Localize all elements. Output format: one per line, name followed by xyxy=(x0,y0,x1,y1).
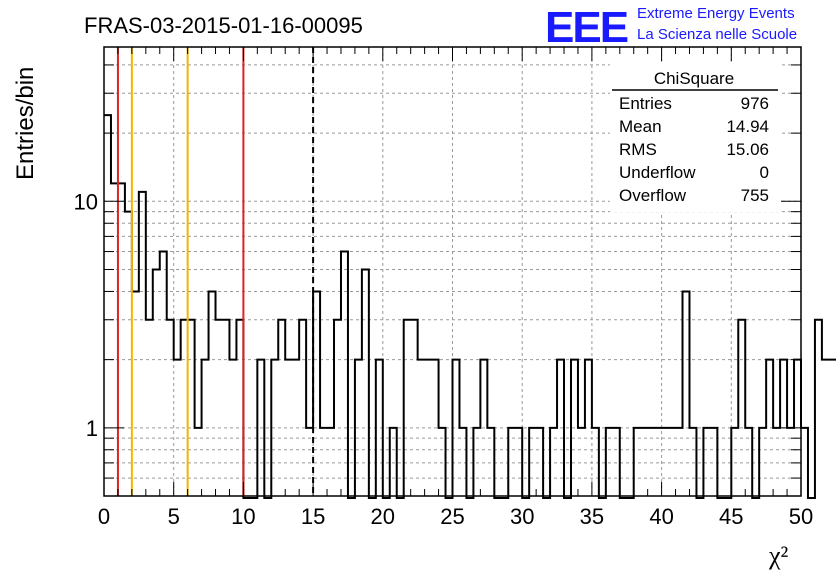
stats-label-entries: Entries xyxy=(619,94,672,113)
histogram-bin xyxy=(738,320,745,496)
eee-logo: EEE xyxy=(545,3,628,52)
stats-value-entries: 976 xyxy=(741,94,769,113)
stats-box-background xyxy=(610,62,780,212)
histogram-bin xyxy=(829,360,836,496)
stats-value-mean: 14.94 xyxy=(726,117,769,136)
chart-title: FRAS-03-2015-01-16-00095 xyxy=(84,13,363,38)
x-tick-label: 25 xyxy=(440,504,464,529)
axes-layer: 0 5 10 15 20 25 30 35 40 45 50 1 10 xyxy=(74,46,813,529)
histogram-bin xyxy=(188,320,195,496)
stats-title: ChiSquare xyxy=(654,69,734,88)
x-tick-label: 50 xyxy=(789,504,813,529)
y-tick-label: 1 xyxy=(86,416,98,441)
stats-value-overflow: 755 xyxy=(741,186,769,205)
histogram-bin xyxy=(236,320,243,496)
stats-box: ChiSquare Entries 976 Mean 14.94 RMS 15.… xyxy=(610,62,780,212)
stats-label-mean: Mean xyxy=(619,117,662,136)
x-tick-label: 30 xyxy=(510,504,534,529)
histogram-bin xyxy=(132,291,139,496)
histogram-bin xyxy=(822,360,829,496)
histogram-bin xyxy=(334,320,341,496)
x-axis-label: χ² xyxy=(768,541,789,570)
histogram-bin xyxy=(181,320,188,496)
histogram-bin xyxy=(216,320,223,496)
stats-value-underflow: 0 xyxy=(760,163,769,182)
histogram-bin xyxy=(404,320,411,496)
x-tick-label: 35 xyxy=(580,504,604,529)
histogram-bin xyxy=(683,291,690,496)
logo-line-1: Extreme Energy Events xyxy=(637,5,795,22)
stats-value-rms: 15.06 xyxy=(726,140,769,159)
x-tick-label: 40 xyxy=(649,504,673,529)
x-tick-label: 5 xyxy=(168,504,180,529)
histogram-bin xyxy=(160,252,167,496)
x-tick-label: 15 xyxy=(301,504,325,529)
histogram-bin xyxy=(278,320,285,496)
histogram-bin xyxy=(362,269,369,496)
histogram-bin xyxy=(111,183,118,496)
histogram-bin xyxy=(341,252,348,496)
histogram-bin xyxy=(125,212,132,496)
histogram-bin xyxy=(815,320,822,496)
stats-label-rms: RMS xyxy=(619,140,657,159)
histogram-bin xyxy=(153,269,160,496)
y-tick-label: 10 xyxy=(74,189,98,214)
histogram-bin xyxy=(209,291,216,496)
histogram-bin xyxy=(146,320,153,496)
histogram-bin xyxy=(167,320,174,496)
histogram-layer xyxy=(104,114,836,499)
stats-label-underflow: Underflow xyxy=(619,163,696,182)
reference-lines-layer xyxy=(116,47,315,496)
histogram-bin xyxy=(104,115,111,496)
x-tick-label: 10 xyxy=(231,504,255,529)
histogram-bin xyxy=(411,320,418,496)
histogram-bin xyxy=(222,320,229,496)
histogram-bin xyxy=(118,183,125,496)
histogram-bin xyxy=(801,428,808,496)
x-tick-label: 20 xyxy=(371,504,395,529)
histogram-step-line xyxy=(104,114,836,499)
stats-label-overflow: Overflow xyxy=(619,186,687,205)
y-axis-label: Entries/bin xyxy=(12,67,39,180)
histogram-bin xyxy=(299,320,306,496)
logo-line-2: La Scienza nelle Scuole xyxy=(637,26,797,43)
histogram-bin xyxy=(139,192,146,496)
x-tick-label: 45 xyxy=(719,504,743,529)
x-tick-label: 0 xyxy=(98,504,110,529)
histogram-bin xyxy=(313,291,320,496)
